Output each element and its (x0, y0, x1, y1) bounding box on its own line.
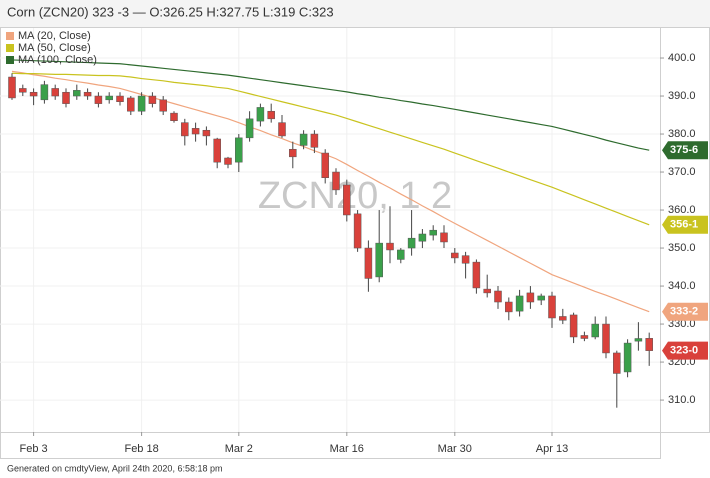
candle-body (235, 137, 243, 163)
candle-body (213, 138, 221, 163)
last-value-tag (662, 341, 708, 360)
candle-body (116, 95, 124, 102)
candle-body (299, 133, 308, 146)
candle-body (170, 112, 178, 121)
candle-body (451, 252, 459, 259)
candle-body (364, 247, 373, 279)
candle-body (386, 242, 394, 251)
y-tick-label: 390.0 (668, 90, 696, 102)
header-bar (0, 0, 710, 27)
candle-body (105, 95, 113, 101)
candle-body (332, 171, 340, 191)
y-tick-label: 340.0 (668, 280, 696, 292)
candle-body (310, 133, 319, 148)
candle-body (418, 233, 427, 242)
candle-body (559, 316, 567, 321)
y-tick-label: 400.0 (668, 52, 696, 64)
last-value-label: 333-2 (670, 306, 698, 318)
candle-body (353, 213, 362, 249)
candle-body (483, 288, 491, 294)
candle-body (397, 249, 405, 260)
last-value-label: 323-0 (670, 345, 698, 357)
candle-body (634, 338, 643, 342)
ma-line (11, 72, 650, 226)
candle-body (591, 323, 599, 338)
candle-body (569, 314, 578, 338)
candle-body (440, 232, 448, 243)
last-value-label: 356-1 (670, 219, 698, 231)
x-tick-label: Mar 2 (225, 443, 253, 455)
candle-body (51, 88, 59, 97)
candle-body (537, 295, 545, 301)
candle-body (148, 95, 157, 104)
legend-label: MA (20, Close) (18, 30, 91, 42)
x-tick-label: Mar 30 (438, 443, 472, 455)
candle-body (580, 335, 589, 339)
y-tick-label: 330.0 (668, 318, 696, 330)
candle-body (461, 255, 470, 264)
y-tick-label: 370.0 (668, 166, 696, 178)
last-value-tag (662, 141, 708, 160)
candle-body (278, 122, 286, 137)
candle-body (94, 95, 103, 104)
candle-body (472, 261, 481, 289)
ma-line (11, 59, 650, 151)
plot-area (0, 27, 661, 433)
candle-body (256, 107, 265, 122)
watermark: ZCN20, 1 2 (258, 175, 452, 217)
candle-body (159, 99, 167, 112)
candle-body (245, 118, 254, 139)
candle-body (515, 295, 524, 312)
candle-body (375, 242, 383, 278)
candle-body (202, 129, 211, 137)
candle-body (494, 290, 502, 303)
candle-body (407, 237, 416, 249)
candle-body (191, 128, 200, 135)
candle-body (62, 91, 70, 104)
y-tick-label: 350.0 (668, 242, 696, 254)
legend-label: MA (50, Close) (18, 42, 91, 54)
x-tick-label: Feb 18 (124, 443, 158, 455)
candle-body (73, 90, 81, 97)
x-tick-label: Mar 16 (330, 443, 364, 455)
candle-body (429, 229, 437, 236)
candle-body (8, 76, 16, 99)
candle-body (137, 95, 146, 112)
x-tick-label: Feb 3 (20, 443, 48, 455)
candle-body (343, 184, 351, 216)
candle-body (645, 338, 653, 351)
last-value-tag (662, 302, 708, 321)
legend-swatch (6, 32, 14, 40)
candle-body (505, 301, 513, 313)
last-value-label: 375-6 (670, 144, 698, 156)
candle-body (19, 88, 27, 93)
y-tick-label: 360.0 (668, 204, 696, 216)
candle-body (548, 295, 556, 319)
candle-body (40, 84, 49, 101)
candle-body (289, 148, 297, 158)
legend-swatch (6, 56, 14, 64)
last-value-tag (662, 215, 708, 234)
candle-body (321, 152, 329, 178)
legend-swatch (6, 44, 14, 52)
candle-body (526, 292, 535, 303)
ma-line (11, 70, 650, 313)
y-tick-label: 310.0 (668, 394, 696, 406)
x-axis-panel (0, 432, 661, 459)
legend-label: MA (100, Close) (18, 54, 97, 66)
chart-title: Corn (ZCN20) 323 -3 — O:326.25 H:327.75 … (7, 4, 334, 19)
candle-body (181, 122, 189, 137)
candle-body (224, 157, 232, 165)
x-tick-label: Apr 13 (536, 443, 568, 455)
candle-body (602, 323, 610, 354)
candle-body (127, 97, 135, 112)
y-tick-label: 380.0 (668, 128, 696, 140)
footer: Generated on cmdtyView, April 24th 2020,… (7, 463, 222, 473)
candle-body (613, 352, 621, 374)
candle-body (29, 91, 38, 97)
candle-body (267, 110, 275, 120)
candle-body (83, 91, 92, 97)
candle-body (623, 342, 632, 373)
